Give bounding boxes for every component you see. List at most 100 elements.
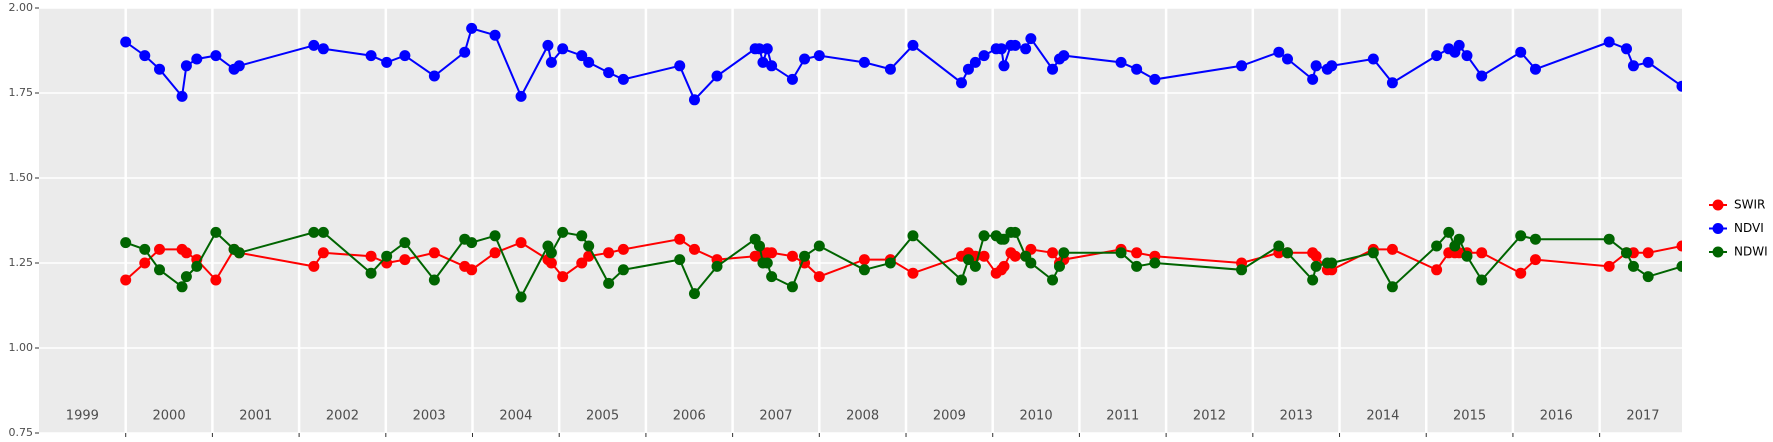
year-label: 2006: [673, 409, 706, 424]
y-tick-label: 1.50: [9, 171, 34, 184]
point: [1367, 53, 1379, 65]
point: [962, 63, 974, 75]
year-label: 2001: [239, 409, 272, 424]
point: [1047, 247, 1059, 259]
point: [1515, 230, 1527, 242]
point: [1236, 264, 1248, 276]
point: [1431, 50, 1443, 62]
point: [1053, 260, 1065, 272]
point: [576, 50, 588, 62]
point: [1529, 254, 1541, 266]
point: [858, 264, 870, 276]
point: [1236, 60, 1248, 72]
point: [1431, 240, 1443, 252]
point: [766, 247, 778, 259]
point: [515, 237, 527, 249]
point: [365, 50, 377, 62]
point: [1326, 60, 1338, 72]
point: [907, 230, 919, 242]
year-label: 2010: [1020, 409, 1053, 424]
point: [761, 257, 773, 269]
point: [1310, 250, 1322, 262]
point: [1020, 43, 1032, 55]
point: [786, 281, 798, 293]
point: [786, 73, 798, 85]
point: [428, 70, 440, 82]
point: [711, 260, 723, 272]
point: [799, 53, 811, 65]
point: [786, 250, 798, 262]
point: [1627, 260, 1639, 272]
point: [365, 250, 377, 262]
point: [813, 240, 825, 252]
point: [180, 247, 192, 259]
point: [1047, 63, 1059, 75]
point: [1443, 226, 1455, 238]
legend-marker: [1712, 199, 1724, 211]
point: [998, 260, 1010, 272]
point: [1307, 73, 1319, 85]
legend: SWIR NDVI NDWI: [1709, 198, 1768, 259]
point: [233, 60, 245, 72]
point: [399, 50, 411, 62]
point: [813, 50, 825, 62]
point: [557, 226, 569, 238]
legend-label: NDWI: [1734, 245, 1768, 259]
point: [365, 267, 377, 279]
point: [813, 271, 825, 283]
point: [1025, 33, 1037, 45]
point: [1676, 80, 1682, 92]
year-label: 2009: [933, 409, 966, 424]
point: [154, 63, 166, 75]
point: [466, 264, 478, 276]
point: [210, 50, 222, 62]
point: [1461, 50, 1473, 62]
point: [557, 43, 569, 55]
point: [317, 226, 329, 238]
point: [757, 56, 769, 68]
point: [120, 36, 132, 48]
year-label: 2011: [1106, 409, 1139, 424]
point: [884, 63, 896, 75]
point: [120, 237, 132, 249]
y-tick-label: 1.75: [9, 86, 34, 99]
year-label: 2014: [1366, 409, 1399, 424]
point: [576, 230, 588, 242]
point: [1386, 281, 1398, 293]
year-label: 2004: [499, 409, 532, 424]
point: [139, 50, 151, 62]
year-label: 2016: [1540, 409, 1573, 424]
point: [1310, 60, 1322, 72]
point: [1009, 250, 1021, 262]
point: [1461, 250, 1473, 262]
point: [545, 257, 557, 269]
point: [688, 94, 700, 106]
point: [583, 250, 595, 262]
point: [428, 274, 440, 286]
point: [761, 43, 773, 55]
point: [603, 277, 615, 289]
point: [907, 267, 919, 279]
point: [907, 39, 919, 51]
year-label: 2000: [153, 409, 186, 424]
point: [180, 271, 192, 283]
point: [1515, 46, 1527, 58]
year-label: 1999: [66, 409, 99, 424]
point: [1603, 36, 1615, 48]
point: [1476, 247, 1488, 259]
point: [1627, 60, 1639, 72]
point: [1058, 50, 1070, 62]
point: [154, 243, 166, 255]
point: [191, 260, 203, 272]
legend-marker: [1712, 223, 1724, 234]
point: [1009, 39, 1021, 51]
point: [1603, 233, 1615, 245]
point: [956, 77, 968, 89]
point: [978, 50, 990, 62]
point: [1131, 260, 1143, 272]
year-label: 2015: [1453, 409, 1486, 424]
point: [1386, 243, 1398, 255]
point: [766, 60, 778, 72]
point: [459, 46, 471, 58]
